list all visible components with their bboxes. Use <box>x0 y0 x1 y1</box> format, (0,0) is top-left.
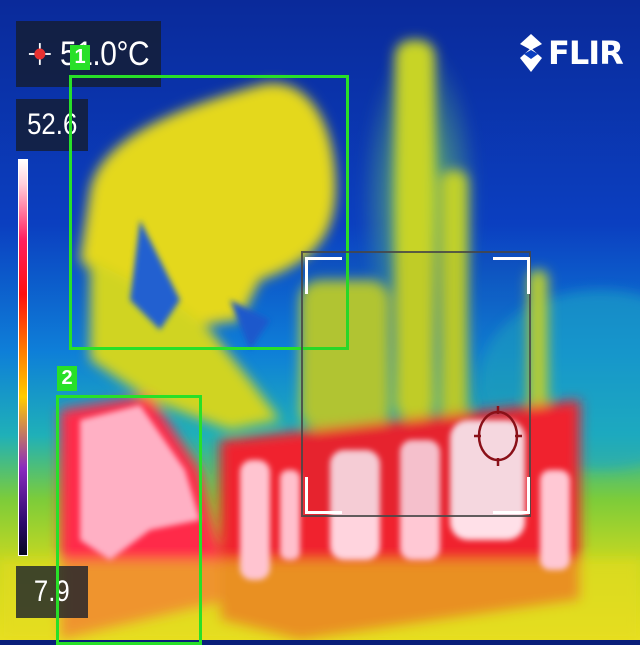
measurement-box-2[interactable] <box>56 395 202 645</box>
frame-corner-top-left <box>305 257 342 294</box>
measurement-box-1[interactable] <box>69 75 349 350</box>
scale-max-value: 52.6 <box>26 108 78 141</box>
crosshair-icon <box>28 43 51 65</box>
brand-name: FLIR <box>548 34 624 72</box>
flir-logo-icon <box>520 34 542 72</box>
temperature-scale-bar <box>18 159 28 556</box>
scale-min-value: 7.9 <box>34 575 70 608</box>
spot-target-icon[interactable] <box>474 404 522 468</box>
scale-min-readout: 7.9 <box>16 566 88 618</box>
flir-logo: FLIR <box>518 30 624 76</box>
frame-corner-top-right <box>493 257 530 294</box>
scale-max-readout: 52.6 <box>16 99 88 151</box>
measurement-box-2-label: 2 <box>57 366 77 391</box>
measurement-box-1-label: 1 <box>70 45 90 70</box>
frame-corner-bottom-left <box>305 477 342 514</box>
spot-meter-frame[interactable] <box>301 251 531 517</box>
frame-corner-bottom-right <box>493 477 530 514</box>
